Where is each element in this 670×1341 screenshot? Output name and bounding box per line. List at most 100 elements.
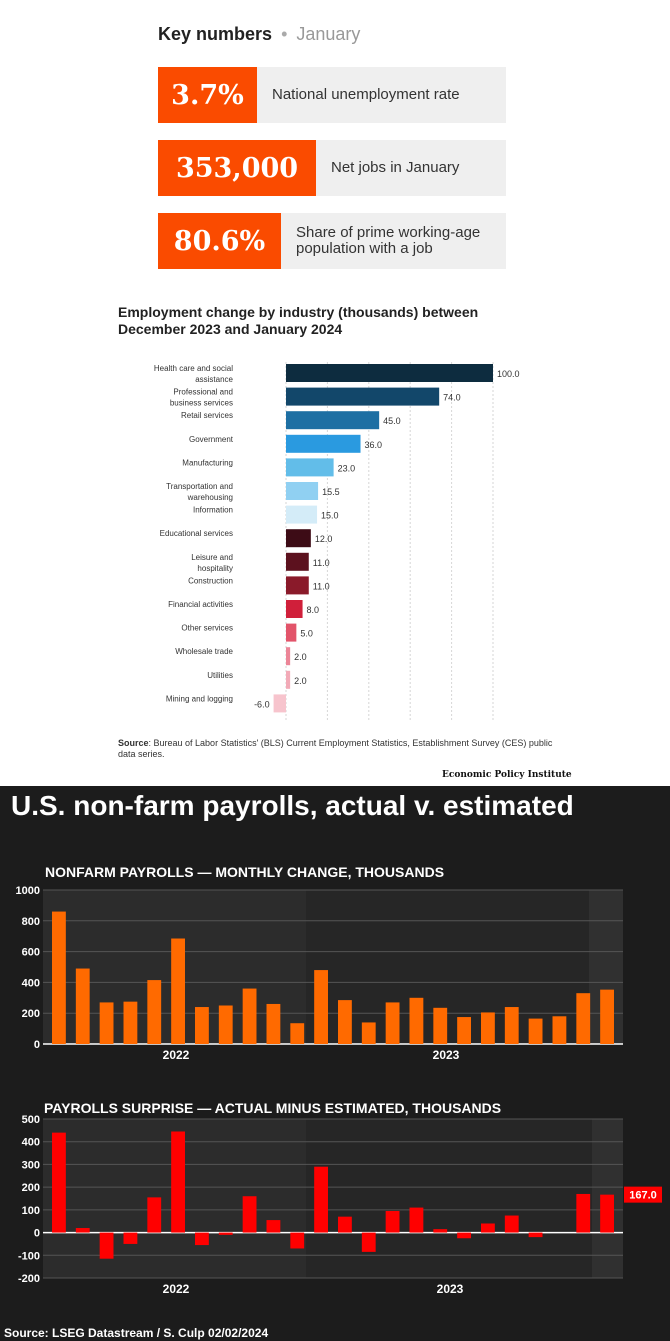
key-number-value: 80.6% — [158, 213, 281, 269]
bar — [75, 968, 90, 1044]
last-value-tag — [624, 1186, 662, 1203]
bar — [99, 1232, 114, 1259]
payrolls-title: U.S. non-farm payrolls, actual v. estima… — [11, 790, 574, 821]
bar — [504, 1007, 519, 1044]
bar — [504, 1215, 519, 1233]
value-label: 15.0 — [321, 511, 339, 521]
bar — [600, 1194, 614, 1233]
industry-chart-title: Employment change by industry (thousands… — [118, 304, 479, 337]
bar — [147, 980, 162, 1044]
bar — [528, 1018, 543, 1044]
source-label: Source — [118, 738, 149, 748]
x-year-label: 2022 — [163, 1282, 190, 1296]
bar — [171, 1131, 185, 1233]
bar — [286, 529, 311, 548]
bar — [286, 458, 334, 477]
bar — [385, 1210, 400, 1233]
bar — [286, 552, 309, 571]
x-year-label: 2023 — [437, 1282, 464, 1296]
y-tick-label: 400 — [22, 1137, 40, 1149]
value-label: 15.5 — [322, 487, 340, 497]
bar — [361, 1022, 376, 1044]
y-tick-label: 100 — [22, 1205, 40, 1217]
bar — [286, 434, 361, 453]
y-tick-label: 0 — [34, 1228, 40, 1240]
y-tick-label: 0 — [34, 1039, 40, 1051]
key-number-unemployment: 3.7% National unemployment rate — [158, 67, 506, 123]
value-label: 8.0 — [307, 605, 320, 615]
bar — [218, 1232, 233, 1235]
key-number-net-jobs: 353,000 Net jobs in January — [158, 140, 506, 196]
key-numbers-period: January — [296, 24, 361, 44]
bar — [123, 1232, 138, 1244]
bar — [457, 1232, 471, 1239]
bar — [242, 988, 257, 1044]
category-label: Health care and social assistance — [154, 364, 234, 384]
bar — [481, 1012, 495, 1044]
value-label: 36.0 — [365, 440, 383, 450]
key-number-label: National unemployment rate — [272, 86, 460, 103]
bar — [195, 1232, 209, 1246]
key-number-value: 353,000 — [158, 140, 316, 196]
x-year-label: 2022 — [163, 1048, 190, 1062]
y-tick-label: 300 — [22, 1159, 40, 1171]
value-label: 100.0 — [497, 369, 520, 379]
bar — [481, 1223, 495, 1233]
category-label: Government — [189, 435, 234, 444]
y-tick-label: -100 — [18, 1250, 40, 1262]
industry-chart-source: Source: Bureau of Labor Statistics' (BLS… — [118, 738, 558, 760]
key-numbers-title: Key numbers • January — [158, 24, 360, 45]
bar — [286, 647, 291, 666]
category-label: Leisure and hospitality — [191, 553, 233, 573]
category-label: Other services — [181, 624, 233, 633]
bar — [409, 1207, 424, 1233]
y-tick-label: 600 — [22, 947, 40, 959]
bar — [290, 1232, 305, 1249]
bar — [242, 1196, 257, 1233]
x-year-label: 2023 — [433, 1048, 460, 1062]
title-separator: • — [281, 24, 288, 44]
bar — [286, 482, 319, 500]
source-text: : Bureau of Labor Statistics' (BLS) Curr… — [118, 738, 553, 759]
bar — [52, 1132, 66, 1233]
bar — [576, 1193, 591, 1233]
bar — [286, 670, 291, 689]
key-number-value: 3.7% — [158, 67, 257, 123]
y-tick-label: 400 — [22, 977, 40, 989]
category-label: Mining and logging — [166, 694, 233, 703]
category-label: Financial activities — [168, 600, 233, 609]
bar — [273, 694, 286, 713]
bar — [266, 1220, 281, 1233]
bar — [286, 411, 380, 430]
chart-title: NONFARM PAYROLLS — MONTHLY CHANGE, THOUS… — [45, 864, 444, 880]
bar — [552, 1016, 567, 1044]
y-tick-label: 200 — [22, 1182, 40, 1194]
publisher-logo: Economic Policy Institute — [442, 770, 572, 780]
value-label: 5.0 — [300, 629, 313, 639]
value-label: 23.0 — [338, 463, 356, 473]
bar — [171, 938, 185, 1044]
category-label: Wholesale trade — [175, 647, 233, 656]
category-label: Information — [193, 506, 233, 515]
bar — [433, 1229, 448, 1233]
bar — [266, 1003, 281, 1044]
bar — [75, 1228, 90, 1233]
value-label: 74.0 — [443, 393, 461, 403]
industry-bar-chart: Health care and social assistance 100.0 Pro… — [154, 362, 520, 720]
value-label: 2.0 — [294, 652, 307, 662]
bar — [314, 970, 328, 1044]
key-number-label: Share of prime working-age population wi… — [296, 224, 481, 257]
payrolls-source: Source: LSEG Datastream / S. Culp 02/02/… — [4, 1326, 269, 1340]
industry-chart-section: Health care and social assistance 100.0 Pro… — [0, 290, 670, 786]
bar — [286, 387, 440, 406]
bar — [576, 993, 591, 1044]
category-label: Professional and business services — [170, 388, 233, 408]
category-label: Utilities — [207, 671, 233, 680]
bar — [99, 1002, 114, 1044]
category-label: Transportation and warehousing — [166, 482, 233, 502]
bar — [528, 1232, 543, 1238]
last-value-label: 167.0 — [629, 1190, 657, 1202]
category-label: Retail services — [181, 411, 233, 420]
value-label: 12.0 — [315, 534, 333, 544]
